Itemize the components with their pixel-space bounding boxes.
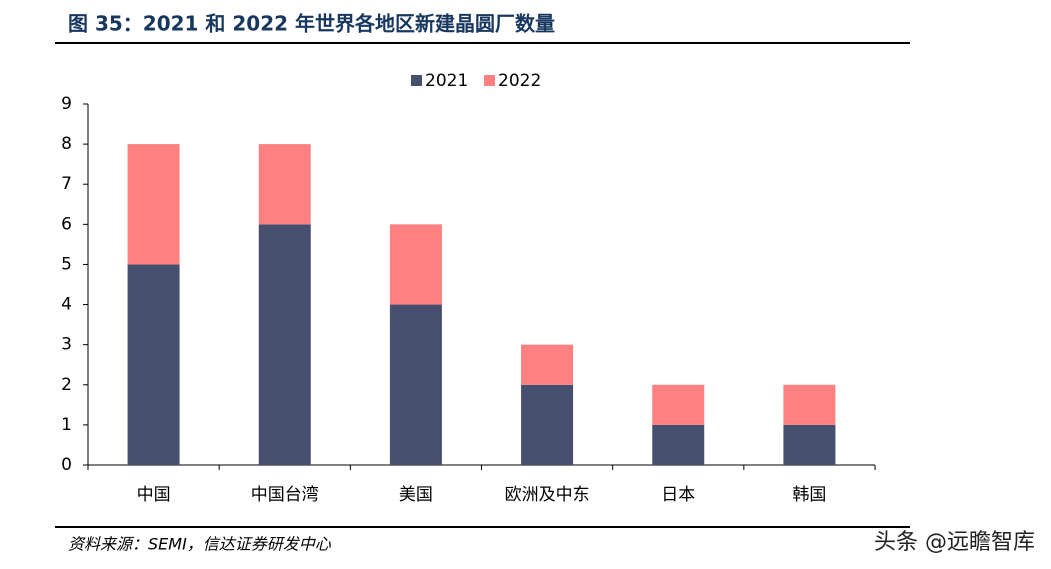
bar-segment	[389, 304, 442, 465]
y-tick-label: 3	[61, 335, 72, 355]
x-tick-label: 日本	[661, 485, 695, 505]
legend-label: 2022	[498, 71, 541, 91]
bar-segment	[258, 224, 311, 465]
x-tick-label: 中国	[137, 485, 171, 505]
legend-swatch	[411, 75, 422, 86]
source: 资料来源：SEMI，信达证券研发中心	[68, 535, 332, 554]
y-tick-label: 4	[61, 295, 72, 315]
x-tick-label: 韩国	[792, 485, 826, 505]
legend-label: 2021	[425, 71, 468, 91]
y-tick-label: 2	[61, 375, 72, 395]
y-tick-label: 5	[61, 254, 72, 274]
bar-segment	[521, 384, 574, 465]
x-tick-label: 欧洲及中东	[505, 485, 590, 505]
bar-segment	[389, 224, 442, 305]
x-tick-label: 美国	[399, 485, 433, 505]
y-tick-label: 9	[61, 94, 72, 114]
bar-segment	[783, 424, 836, 465]
bar-segment	[783, 384, 836, 425]
bar-segment	[127, 144, 180, 265]
chart-title: 图 35：2021 和 2022 年世界各地区新建晶圆厂数量	[68, 12, 555, 36]
y-tick-label: 8	[61, 134, 72, 154]
bar-segment	[127, 264, 180, 465]
y-tick-label: 1	[61, 415, 72, 435]
bar-segment	[521, 344, 574, 385]
y-tick-label: 0	[61, 455, 72, 475]
bar-segment	[258, 144, 311, 225]
y-tick-label: 6	[61, 214, 72, 234]
bar-segment	[652, 384, 705, 425]
x-tick-label: 中国台湾	[251, 485, 319, 505]
legend-swatch	[484, 75, 495, 86]
bar-segment	[652, 424, 705, 465]
y-tick-label: 7	[61, 174, 72, 194]
watermark: 头条 @远瞻智库	[874, 530, 1035, 555]
